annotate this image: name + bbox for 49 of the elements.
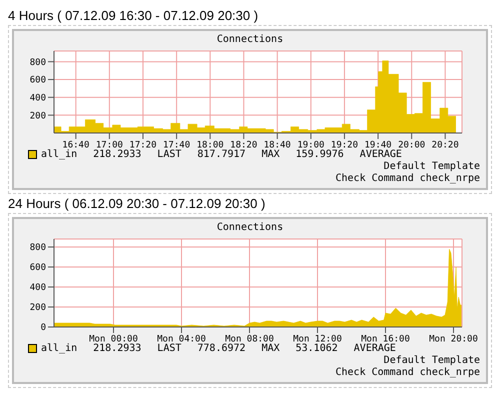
x-tick-label: 20:00	[398, 140, 426, 150]
x-tick-label: 16:40	[62, 140, 90, 150]
chart-title: 4 Hours ( 07.12.09 16:30 - 07.12.09 20:30 )	[8, 8, 260, 23]
y-tick-label: 200	[30, 111, 46, 122]
text: Default Template	[382, 355, 480, 367]
y-tick-label: 400	[30, 283, 46, 294]
y-tick-label: 800	[30, 243, 46, 254]
x-tick-label: 18:40	[264, 140, 291, 150]
chart-title: 24 Hours ( 06.12.09 20:30 - 07.12.09 20:30 )	[8, 196, 266, 211]
text: AVERAGE	[354, 343, 396, 354]
x-tick-label: Mon 12:00	[293, 334, 342, 344]
x-tick-label: Mon 00:00	[89, 334, 138, 344]
x-tick-label: 17:00	[96, 140, 123, 150]
x-tick-label: 19:20	[330, 140, 358, 150]
y-tick-label: 400	[30, 94, 46, 104]
x-tick-label: Mon 08:00	[225, 334, 274, 344]
x-tick-label: Mon 04:00	[157, 334, 206, 344]
y-tick-label: 0	[40, 323, 46, 334]
x-tick-label: Mon 20:00	[429, 334, 478, 344]
chart-subtitle: Connections	[216, 33, 284, 45]
text: LAST	[157, 149, 182, 160]
text: 218.2933	[93, 149, 142, 160]
text: 53.1062	[296, 343, 338, 354]
x-tick-label: 20:20	[432, 140, 459, 150]
text: MAX	[262, 343, 280, 354]
y-tick-label: 600	[30, 263, 46, 274]
x-tick-label: 17:20	[129, 140, 157, 150]
text: Default Template	[382, 161, 480, 173]
y-tick-label: 200	[30, 303, 46, 314]
y-tick-label: 800	[30, 58, 46, 68]
x-tick-label: 19:40	[364, 140, 392, 150]
text: 817.7917	[197, 149, 246, 160]
text: AVERAGE	[360, 149, 402, 160]
x-tick-label: 19:00	[297, 140, 324, 150]
y-tick-label: 600	[30, 76, 46, 86]
text: LAST	[157, 343, 182, 354]
text: 218.2933	[93, 343, 142, 354]
x-tick-label: 17:40	[163, 140, 190, 150]
x-tick-label: Mon 16:00	[361, 334, 410, 344]
x-tick-label: 18:20	[230, 140, 258, 150]
text: Check Command check_nrpe	[334, 367, 480, 379]
text: Check Command check_nrpe	[334, 173, 480, 185]
legend-label: all_in	[41, 149, 78, 160]
text: 159.9976	[296, 149, 344, 160]
legend-label: all_in	[41, 343, 78, 354]
text: MAX	[262, 149, 280, 160]
x-tick-label: 18:00	[196, 140, 224, 150]
text: 778.6972	[197, 343, 246, 354]
chart-subtitle: Connections	[216, 221, 284, 233]
